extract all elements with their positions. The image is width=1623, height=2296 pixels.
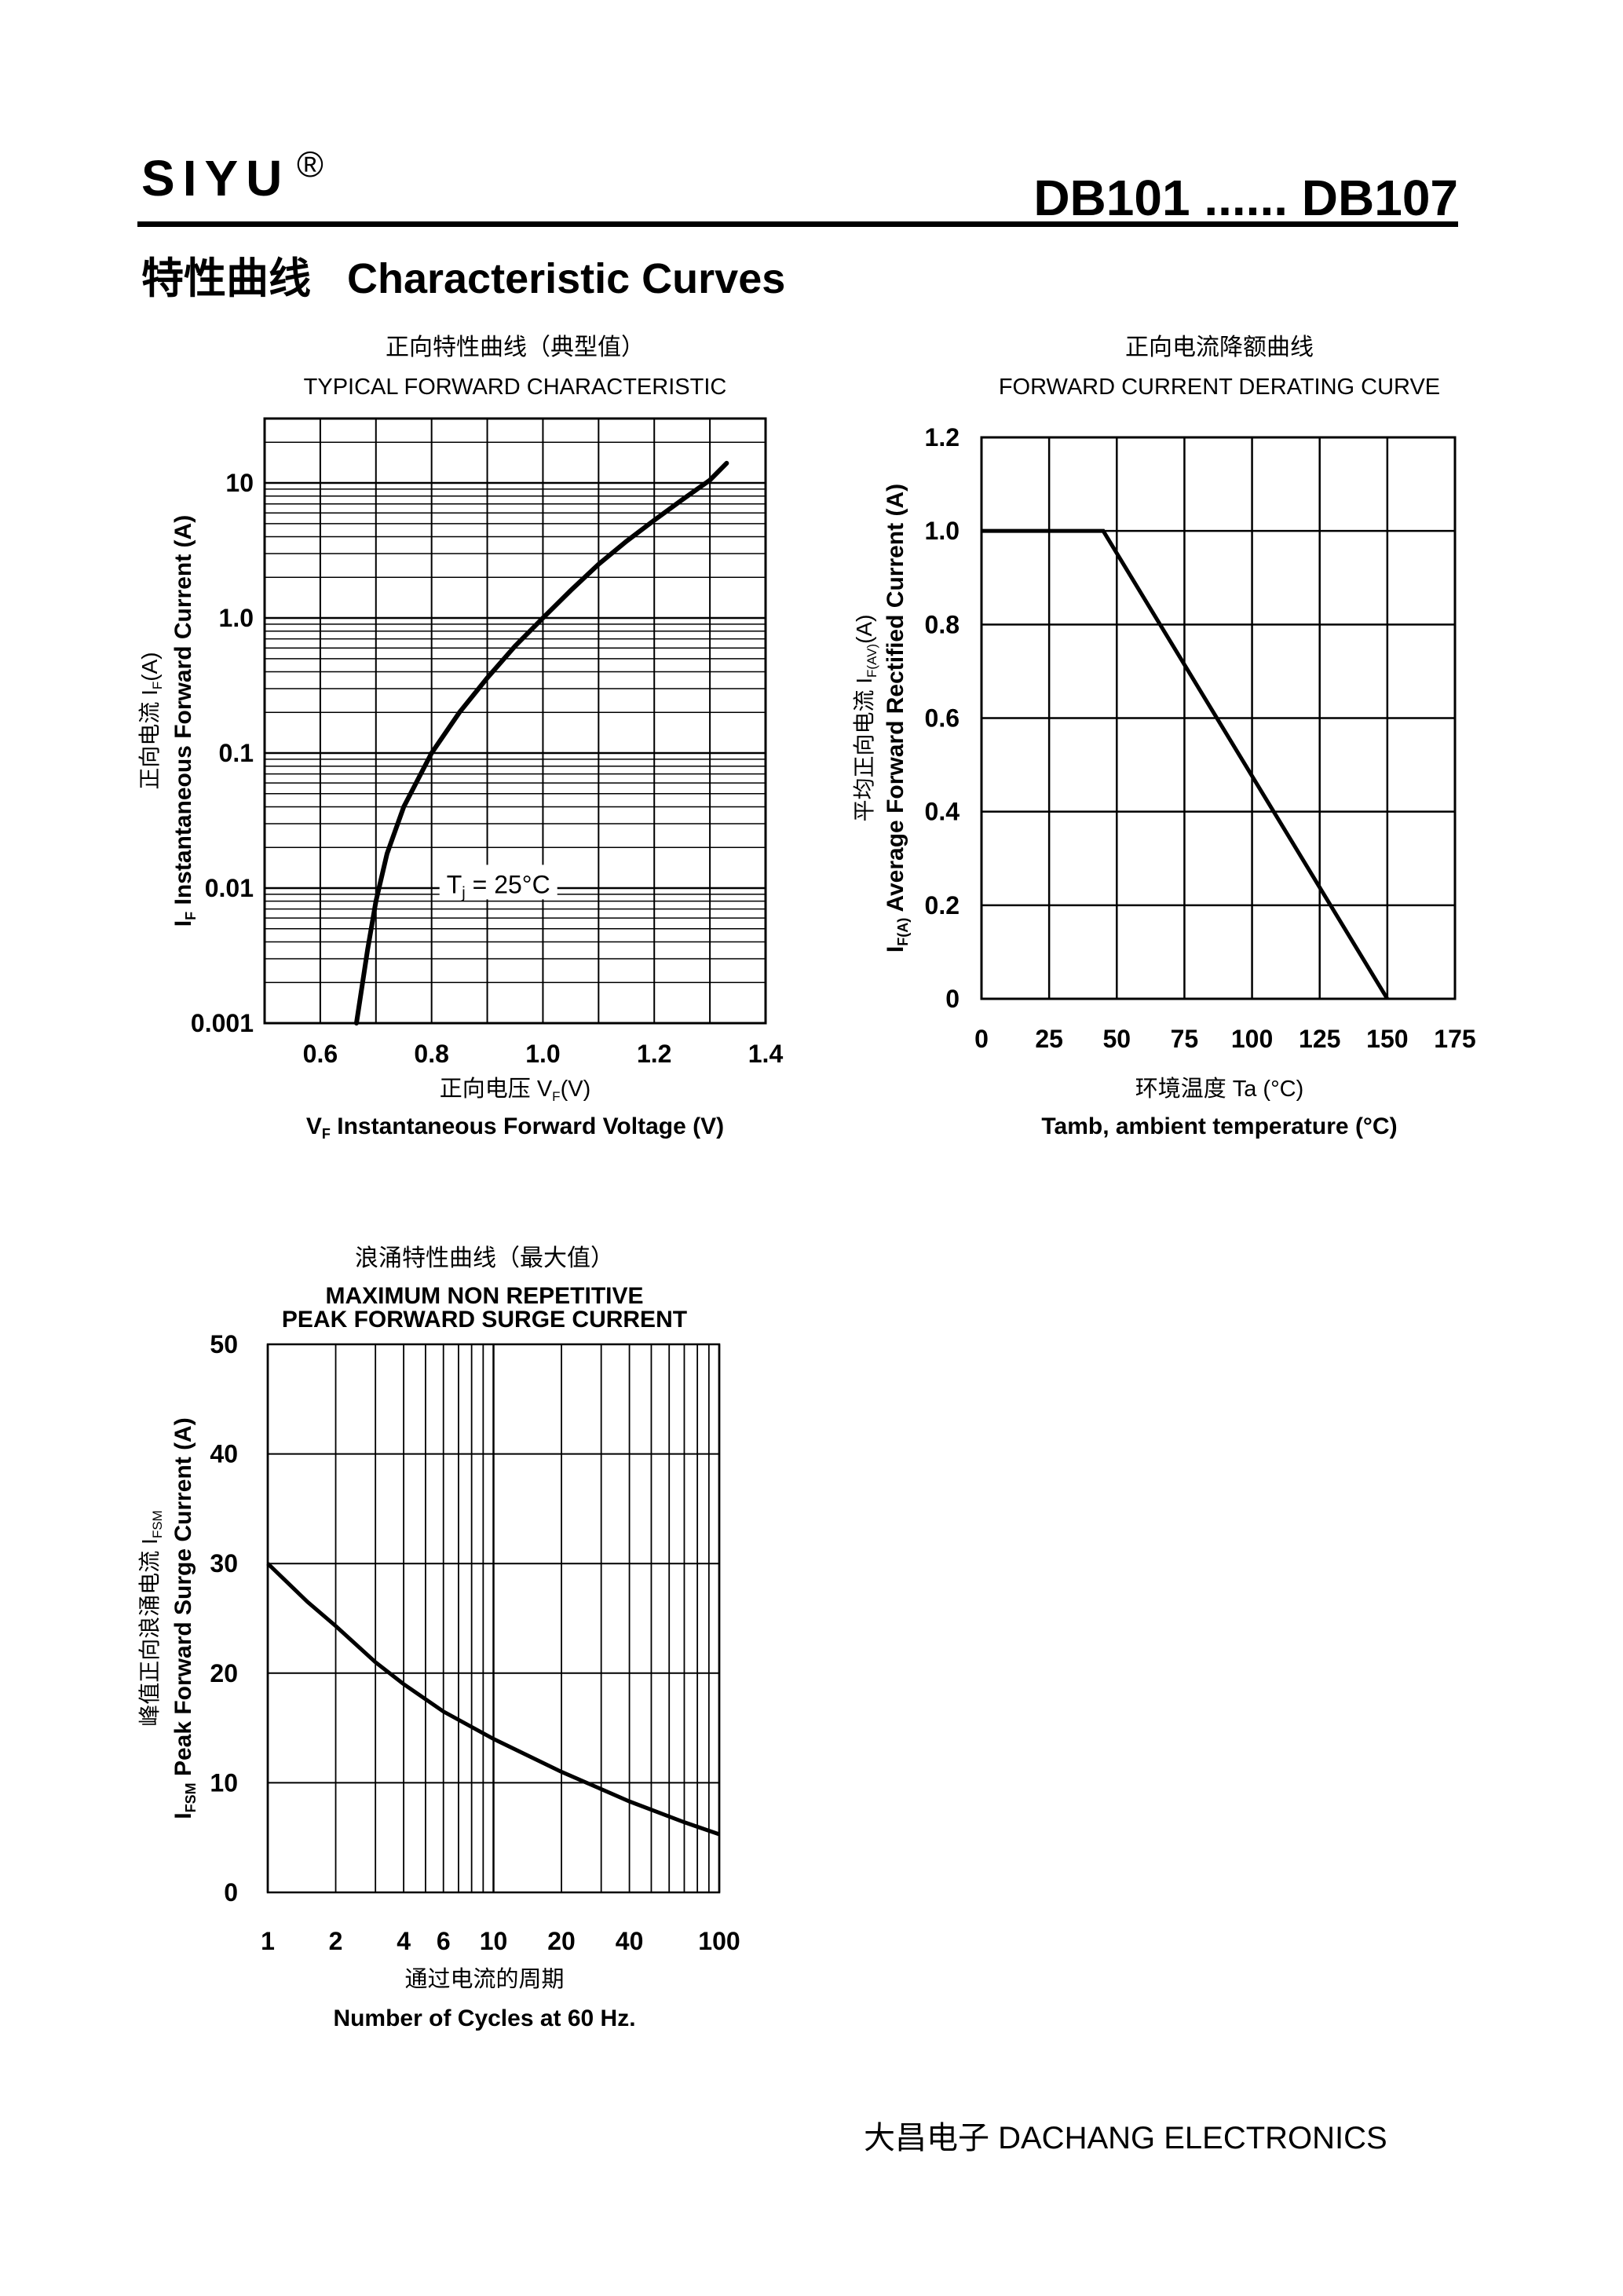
y-tick-label: 0.6 — [925, 704, 960, 733]
y-tick-label: 40 — [210, 1440, 238, 1468]
y-tick-label: 0.4 — [925, 798, 960, 826]
y-tick-label: 10 — [225, 469, 254, 497]
x-tick-label: 50 — [1102, 1025, 1131, 1053]
chart-title-cn: 浪涌特性曲线（最大值） — [355, 1245, 614, 1271]
x-tick-label: 1.2 — [637, 1040, 671, 1068]
x-tick-label: 10 — [480, 1927, 508, 1955]
x-tick-label: 0.6 — [303, 1040, 338, 1068]
chart-surge-current: 1 2 4 6 10 20 40 100 0 10 20 30 40 50 浪涌特性曲线（最大值） MAXIM… — [137, 1245, 740, 2031]
y-tick-label: 0.8 — [925, 610, 960, 638]
y-tick-label: 1.0 — [219, 604, 254, 632]
x-tick-label: 75 — [1171, 1025, 1199, 1053]
x-tick-label: 0 — [974, 1025, 989, 1053]
x-tick-label: 1.0 — [525, 1040, 560, 1068]
series-line — [981, 528, 1389, 1000]
part-range: DB101 ...... DB107 — [1033, 170, 1458, 226]
section-title-en: Characteristic Curves — [347, 255, 786, 302]
y-label: IF(A) Average Forward Rectified Current … — [883, 484, 911, 952]
x-tick-label: 100 — [1231, 1025, 1273, 1053]
y-label-cn-group: 峰值正向浪涌电流 IFSM — [137, 1510, 165, 1726]
y-tick-label: 20 — [210, 1659, 238, 1687]
y-tick-label: 30 — [210, 1549, 238, 1578]
y-label-cn: 平均正向电流 IF(AV)(A) — [852, 614, 879, 821]
y-tick-label: 1.2 — [925, 423, 960, 452]
x-tick-label: 175 — [1434, 1025, 1475, 1053]
x-label: Tamb, ambient temperature (°C) — [1041, 1113, 1397, 1139]
chart-derating: 0 25 50 75 100 125 150 175 0 0.2 0.4 0.6 0.8 1.0 1.2 正向… — [852, 335, 1476, 1139]
chart-forward-characteristic: Tj = 25°C 0.6 0.8 1.0 1.2 1.4 0.001 0.01 0.1 1.0 1… — [137, 335, 783, 1142]
y-tick-label: 1.0 — [925, 517, 960, 545]
brand-logo: SIYU — [141, 150, 291, 207]
x-tick-label: 20 — [547, 1927, 576, 1955]
chart-title-cn: 正向电流降额曲线 — [1125, 335, 1314, 360]
registered-mark: ® — [297, 144, 324, 185]
x-tick-label: 25 — [1035, 1025, 1063, 1053]
header-rule — [137, 221, 1458, 227]
series-line — [353, 460, 729, 1026]
x-tick-label: 100 — [698, 1927, 740, 1955]
y-label: IFSM Peak Forward Surge Current (A) — [170, 1417, 199, 1819]
x-tick-label: 150 — [1366, 1025, 1408, 1053]
y-tick-label: 0 — [224, 1878, 238, 1907]
y-tick-label: 50 — [210, 1330, 238, 1358]
y-tick-label: 0 — [945, 985, 960, 1013]
chart-title: TYPICAL FORWARD CHARACTERISTIC — [304, 375, 727, 400]
y-label-cn: 正向电流 IF(A) — [137, 652, 165, 789]
x-tick-label: 6 — [437, 1927, 451, 1955]
chart-title: MAXIMUM NON REPETITIVE — [325, 1283, 643, 1309]
y-tick-label: 10 — [210, 1768, 238, 1797]
x-label-cn: 通过电流的周期 — [404, 1966, 564, 1992]
y-tick-label: 0.2 — [925, 891, 960, 919]
annotation-tj: Tj = 25°C — [447, 870, 550, 901]
plot-frame — [980, 436, 1457, 1000]
footer-company: 大昌电子 DACHANG ELECTRONICS — [864, 2121, 1387, 2155]
y-tick-label: 0.01 — [205, 874, 254, 902]
plot-frame — [263, 417, 767, 1025]
y-label-cn-group: 平均正向电流 IF(AV)(A) — [852, 614, 879, 821]
x-tick-label: 0.8 — [414, 1040, 448, 1068]
x-tick-label: 1 — [261, 1927, 275, 1955]
chart-title: FORWARD CURRENT DERATING CURVE — [999, 375, 1440, 400]
plot-frame — [266, 1343, 721, 1894]
y-label-group: IFSM Peak Forward Surge Current (A) — [170, 1417, 199, 1819]
section-title-cn: 特性曲线 — [141, 255, 311, 302]
y-label-cn-group: 正向电流 IF(A) — [137, 652, 165, 789]
x-tick-label: 1.4 — [748, 1040, 784, 1068]
x-tick-label: 40 — [616, 1927, 644, 1955]
x-label-cn: 正向电压 VF(V) — [440, 1076, 590, 1104]
y-tick-label: 0.1 — [219, 739, 254, 767]
x-label: Number of Cycles at 60 Hz. — [333, 2005, 635, 2031]
x-label-cn: 环境温度 Ta (°C) — [1135, 1076, 1304, 1102]
y-tick-label: 0.001 — [191, 1009, 254, 1037]
series-line — [266, 1562, 720, 1837]
annotation-bg — [439, 865, 557, 900]
chart-subtitle: PEAK FORWARD SURGE CURRENT — [282, 1307, 687, 1333]
y-label-group: IF Instantaneous Forward Current (A) — [170, 515, 199, 927]
x-tick-label: 125 — [1299, 1025, 1340, 1053]
section-title: 特性曲线 Characteristic Curves — [141, 243, 785, 305]
x-tick-label: 2 — [329, 1927, 343, 1955]
chart-title-cn: 正向特性曲线（典型值） — [386, 335, 645, 360]
x-label: VF Instantaneous Forward Voltage (V) — [306, 1113, 724, 1142]
y-label-group: IF(A) Average Forward Rectified Current … — [883, 484, 911, 952]
x-tick-label: 4 — [397, 1927, 411, 1955]
y-label-cn: 峰值正向浪涌电流 IFSM — [137, 1510, 165, 1726]
y-label: IF Instantaneous Forward Current (A) — [170, 515, 199, 927]
